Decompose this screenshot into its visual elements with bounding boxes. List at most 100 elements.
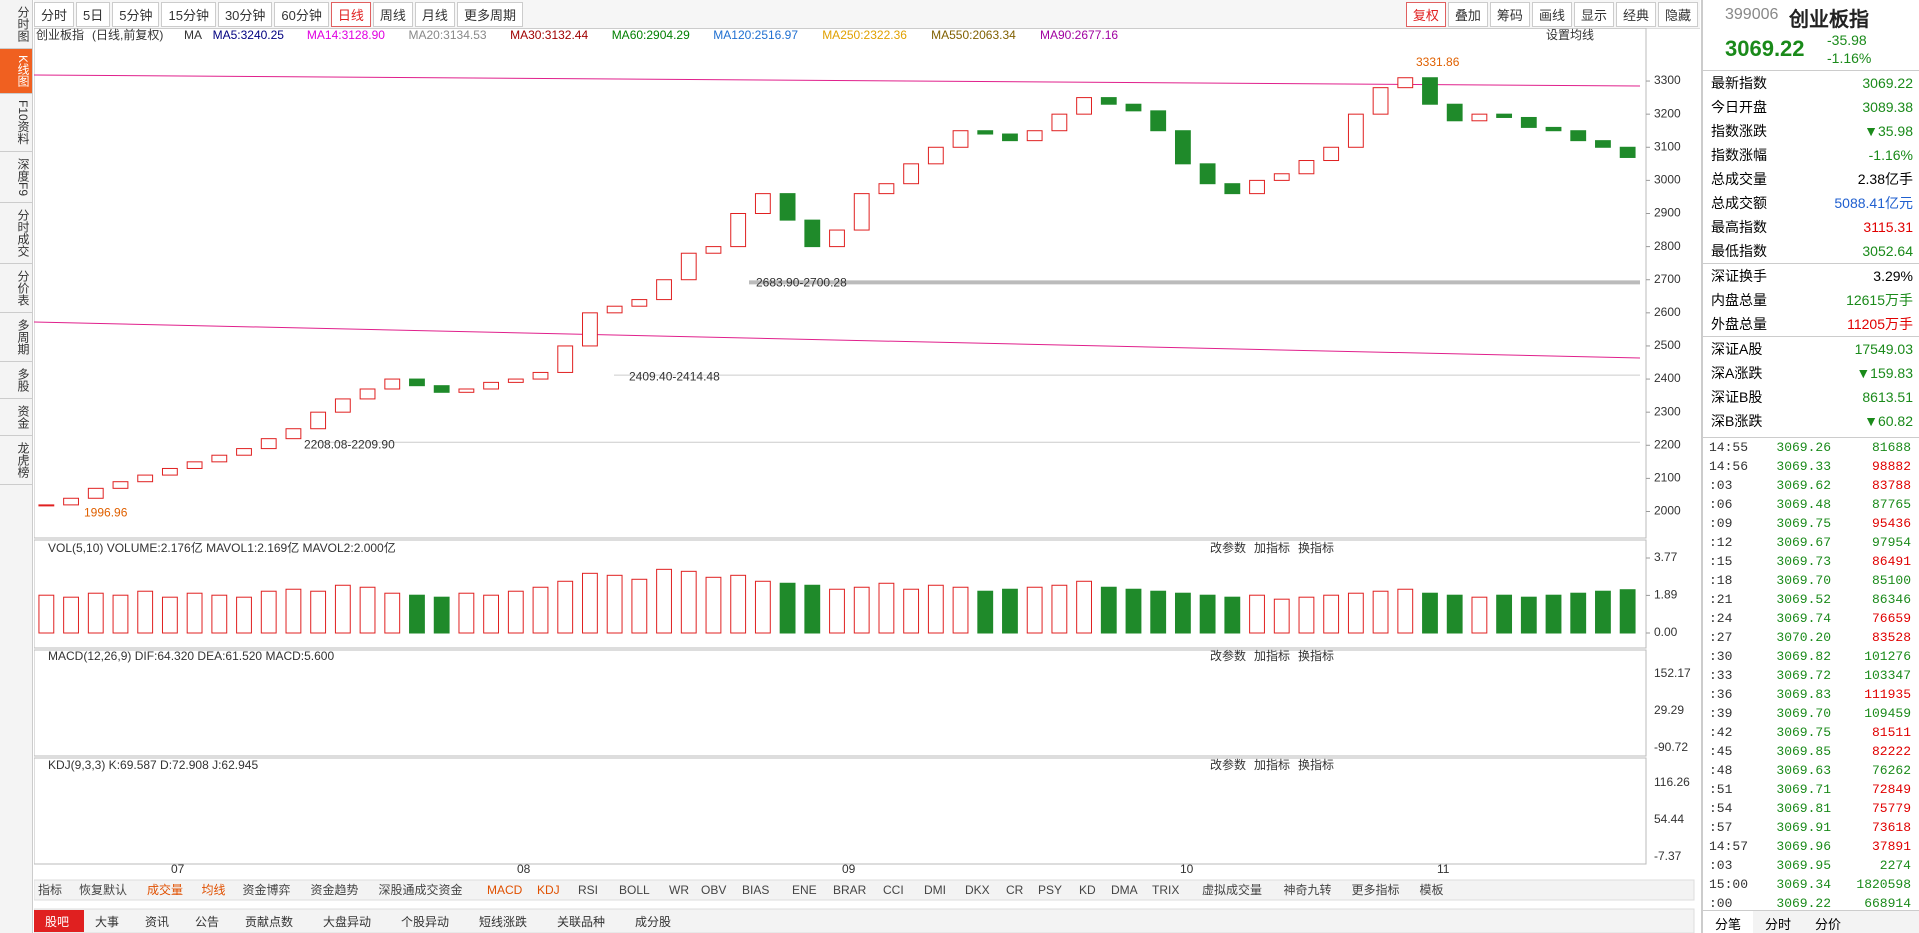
indicator-tab[interactable]: RSI [578, 883, 598, 897]
side-tab[interactable]: 多股 [0, 362, 32, 399]
candle [705, 246, 722, 254]
side-tab[interactable]: 分时图 [0, 0, 32, 49]
candle [483, 381, 500, 390]
panel-button[interactable]: 改参数 [1210, 540, 1246, 555]
bottom-tab[interactable]: 资讯 [145, 915, 169, 929]
period-button[interactable]: 15分钟 [161, 1, 216, 27]
panel-button[interactable]: 改参数 [1210, 757, 1246, 772]
indicator-tab[interactable]: 资金博弈 [243, 882, 291, 897]
tool-button[interactable]: 复权 [1405, 1, 1446, 27]
candle [186, 461, 203, 469]
side-tab[interactable]: F10资料 [0, 94, 32, 152]
period-button[interactable]: 30分钟 [217, 1, 273, 27]
side-tab[interactable]: 分时成交 [0, 203, 32, 264]
period-button[interactable]: 周线 [372, 1, 413, 27]
indicator-tab[interactable]: 深股通成交资金 [379, 882, 463, 897]
period-button[interactable]: 分时 [34, 1, 75, 27]
tool-button[interactable]: 显示 [1573, 1, 1614, 27]
indicator-tab[interactable]: PSY [1038, 883, 1062, 897]
volume-bar [1372, 590, 1389, 634]
period-button[interactable]: 更多周期 [456, 1, 523, 27]
stat-row: 今日开盘 3089.38 [1703, 95, 1919, 119]
y-tick-label: 2000 [1654, 504, 1681, 518]
panel-button[interactable]: 加指标 [1254, 757, 1290, 772]
indicator-tab[interactable]: 均线 [202, 883, 226, 897]
indicator-tab[interactable]: 神奇九转 [1284, 882, 1332, 897]
tick-price: 3069.33 [1776, 459, 1831, 474]
indicator-tab[interactable]: CCI [883, 883, 904, 897]
side-tab[interactable]: 深度F9 [0, 152, 32, 203]
indicator-tab[interactable]: 更多指标 [1352, 882, 1400, 897]
stat-value: 3052.64 [1862, 243, 1913, 259]
period-button[interactable]: 日线 [330, 1, 371, 27]
panel-button[interactable]: 换指标 [1298, 757, 1334, 772]
candle [680, 252, 697, 281]
period-button[interactable]: 5日 [76, 1, 111, 27]
panel-button[interactable]: 加指标 [1254, 540, 1290, 555]
panel-button[interactable]: 换指标 [1298, 648, 1334, 663]
y-tick-label: 3200 [1654, 106, 1681, 120]
tool-button[interactable]: 筹码 [1489, 1, 1530, 27]
panel-button[interactable]: 改参数 [1210, 648, 1246, 663]
indicator-tab[interactable]: 指标 [38, 882, 62, 897]
panel-frame [34, 649, 1647, 757]
tool-button[interactable]: 经典 [1615, 1, 1656, 27]
indicator-tab[interactable]: 资金趋势 [311, 882, 359, 897]
indicator-tab[interactable]: TRIX [1152, 883, 1179, 897]
indicator-tab[interactable]: BOLL [619, 883, 650, 897]
quote-tab[interactable]: 分笔 [1703, 911, 1754, 933]
quote-tab[interactable]: 分价 [1815, 917, 1842, 932]
panel-button[interactable]: 加指标 [1254, 648, 1290, 663]
ma-legend: MA60:2904.29 [612, 28, 690, 42]
indicator-tab[interactable]: DMI [924, 883, 946, 897]
indicator-tab[interactable]: OBV [701, 883, 726, 897]
tool-button[interactable]: 叠加 [1447, 1, 1488, 27]
indicator-tab[interactable]: KDJ [537, 883, 560, 897]
indicator-tab[interactable]: DMA [1111, 883, 1138, 897]
tick-row: :06 3069.48 87765 [1703, 495, 1919, 514]
tick-time: :42 [1709, 725, 1733, 740]
tick-row: :51 3069.71 72849 [1703, 780, 1919, 799]
indicator-tab[interactable]: BIAS [742, 883, 769, 897]
bottom-tab[interactable]: 短线涨跌 [479, 914, 527, 929]
bottom-tab[interactable]: 大事 [95, 915, 119, 929]
panel-button[interactable]: 换指标 [1298, 540, 1334, 555]
candle [606, 305, 623, 314]
indicator-tab[interactable]: MACD [487, 883, 523, 897]
period-button[interactable]: 5分钟 [112, 1, 160, 27]
bottom-tab[interactable]: 股吧 [45, 915, 69, 929]
bottom-tab[interactable]: 个股异动 [401, 915, 449, 929]
tool-button[interactable]: 画线 [1531, 1, 1572, 27]
indicator-tab[interactable]: CR [1006, 883, 1024, 897]
bottom-tab[interactable]: 大盘异动 [323, 914, 371, 929]
tick-time: :12 [1709, 535, 1733, 550]
indicator-tab[interactable]: 虚拟成交量 [1202, 882, 1262, 897]
indicator-tab[interactable]: ENE [792, 883, 817, 897]
period-button[interactable]: 60分钟 [274, 1, 329, 27]
side-tab[interactable]: 龙虎榜 [0, 436, 32, 485]
tool-button[interactable]: 隐藏 [1657, 1, 1698, 27]
candle [1174, 130, 1191, 165]
indicator-tab[interactable]: 成交量 [147, 882, 183, 897]
indicator-tab[interactable]: WR [669, 883, 689, 897]
bottom-tab[interactable]: 贡献点数 [245, 914, 293, 929]
tick-price: 3069.52 [1776, 592, 1831, 607]
volume-bar [1002, 588, 1018, 634]
period-button[interactable]: 月线 [414, 1, 455, 27]
side-tab[interactable]: K线图 [0, 49, 32, 95]
bottom-tab[interactable]: 成分股 [635, 915, 671, 929]
bottom-tab[interactable]: 关联品种 [557, 915, 605, 929]
indicator-tab[interactable]: DKX [965, 883, 990, 897]
side-tab[interactable]: 分价表 [0, 264, 32, 313]
tick-volume: 72849 [1871, 782, 1911, 797]
indicator-tab[interactable]: 模板 [1420, 883, 1444, 897]
stat-label: 深证B股 [1711, 389, 1763, 405]
bottom-tab[interactable]: 公告 [195, 915, 219, 929]
indicator-tab[interactable]: BRAR [833, 883, 867, 897]
indicator-tab[interactable]: KD [1079, 883, 1096, 897]
indicator-tab[interactable]: 恢复默认 [79, 882, 127, 897]
side-tab[interactable]: 多周期 [0, 313, 32, 362]
side-tab[interactable]: 资金 [0, 399, 32, 436]
quote-tab[interactable]: 分时 [1765, 917, 1792, 932]
panel-tick-label: 54.44 [1654, 812, 1684, 826]
